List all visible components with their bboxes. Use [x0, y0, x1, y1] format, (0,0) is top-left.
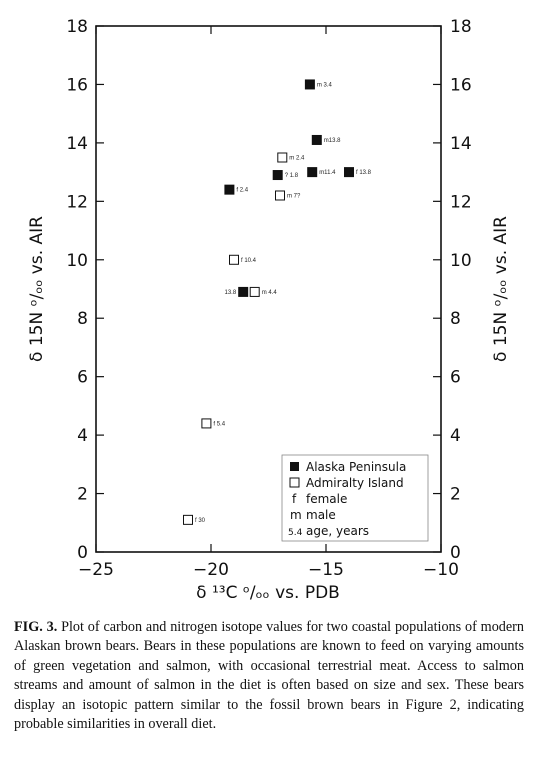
legend-female: female	[306, 492, 347, 506]
legend-age-symbol: 5.4	[288, 528, 303, 538]
legend-male-symbol: m	[290, 508, 302, 522]
data-point-alaska-peninsula	[272, 170, 283, 181]
legend-filled-square-icon	[290, 462, 299, 471]
legend-age: age, years	[306, 524, 369, 538]
y-axis-title-left: δ 15N ᵒ/ₒₒ vs. AIR	[27, 216, 47, 362]
data-point-admiralty-island	[201, 418, 212, 429]
data-point-label: 13.8	[225, 290, 237, 296]
y-axis-title-right: δ 15N ᵒ/ₒₒ vs. AIR	[491, 216, 511, 362]
data-point-label: m 3.4	[317, 82, 333, 88]
y-tick-label-left: 2	[77, 485, 88, 505]
caption-label: FIG. 3.	[14, 619, 58, 635]
data-point-admiralty-island	[249, 286, 260, 297]
y-tick-label-right: 16	[450, 75, 472, 95]
figure-caption: FIG. 3. Plot of carbon and nitrogen isot…	[14, 618, 524, 734]
y-tick-label-left: 8	[77, 309, 88, 329]
data-point-alaska-peninsula	[238, 286, 249, 297]
y-tick-label-left: 6	[77, 368, 88, 388]
data-point-label: m 7?	[287, 193, 301, 199]
data-point-label: m11.4	[319, 170, 336, 176]
legend: Alaska Peninsula Admiralty Island f fema…	[281, 454, 429, 542]
y-tick-label-left: 14	[66, 134, 88, 154]
y-tick-label-right: 2	[450, 485, 461, 505]
data-point-label: m13.8	[324, 138, 341, 144]
data-point-label: f 30	[195, 518, 206, 524]
legend-male: male	[306, 508, 336, 522]
y-tick-label-right: 4	[450, 426, 461, 446]
legend-admiralty-island: Admiralty Island	[306, 476, 404, 490]
caption-text: Plot of carbon and nitrogen isotope valu…	[14, 619, 524, 733]
legend-open-square-icon	[289, 477, 300, 488]
data-point-label: m 4.4	[262, 290, 278, 296]
data-point-admiralty-island	[229, 254, 239, 265]
y-tick-label-right: 6	[450, 368, 461, 388]
y-tick-label-left: 4	[77, 426, 88, 446]
y-tick-label-right: 18	[450, 17, 472, 37]
x-tick-label: −15	[308, 560, 344, 580]
data-point-alaska-peninsula	[311, 134, 322, 145]
y-tick-label-left: 12	[66, 192, 88, 212]
y-tick-label-left: 10	[66, 251, 88, 271]
data-point-admiralty-island	[277, 152, 288, 163]
data-point-label: f 10.4	[241, 258, 257, 264]
legend-female-symbol: f	[292, 492, 297, 506]
data-point-label: f 13.8	[356, 170, 372, 176]
y-tick-label-right: 8	[450, 309, 461, 329]
data-point-alaska-peninsula	[224, 184, 235, 195]
x-axis-title: δ ¹³C ᵒ/ₒₒ vs. PDB	[196, 583, 340, 603]
x-tick-label: −20	[193, 560, 229, 580]
data-point-alaska-peninsula	[344, 167, 354, 178]
data-point-label: m 2.4	[289, 156, 305, 162]
axis-ticks	[95, 25, 442, 553]
data-point-label: ? 1.8	[285, 173, 299, 179]
data-point-label: f 2.4	[236, 188, 248, 194]
y-tick-label-left: 0	[77, 543, 88, 563]
legend-alaska-peninsula: Alaska Peninsula	[306, 460, 406, 474]
y-tick-label-right: 0	[450, 543, 461, 563]
data-point-label: f 5.4	[213, 421, 225, 427]
plot-frame	[95, 25, 442, 553]
x-tick-label: −10	[423, 560, 459, 580]
y-tick-label-right: 12	[450, 192, 472, 212]
y-tick-label-left: 18	[66, 17, 88, 37]
data-point-admiralty-island	[183, 514, 193, 525]
data-point-admiralty-island	[275, 190, 285, 201]
data-point-alaska-peninsula	[307, 167, 318, 178]
x-tick-label: −25	[78, 560, 114, 580]
data-points: m 3.4 m13.8 ? 1.8 m11.4 f 13.8 f 2.4 13.8 m 2.4…	[183, 79, 372, 525]
y-tick-label-left: 16	[66, 75, 88, 95]
y-tick-label-right: 10	[450, 251, 472, 271]
data-point-alaska-peninsula	[304, 79, 315, 90]
y-tick-label-right: 14	[450, 134, 472, 154]
legend-box	[281, 454, 429, 542]
